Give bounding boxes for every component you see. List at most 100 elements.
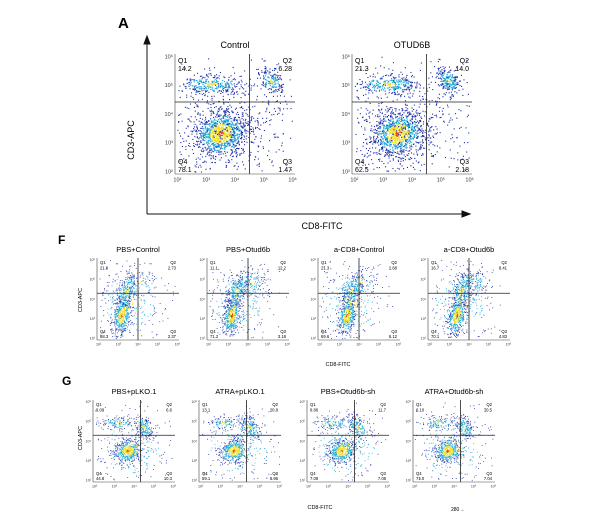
- y-tick-label: 10⁶: [311, 258, 317, 262]
- panel-a-y-axis-label: CD3-APC: [126, 120, 136, 160]
- quadrant-q2-name: Q2: [283, 58, 292, 65]
- y-tick-label: 10⁶: [192, 400, 198, 404]
- x-tick-label: 10³: [218, 485, 224, 489]
- quadrant-q1-value: 16.7: [431, 265, 440, 270]
- quadrant-q1-name: Q1: [210, 260, 216, 265]
- plot-title: ATRA+Otud6b-sh: [425, 387, 484, 396]
- x-tick-label: 10⁶: [171, 485, 177, 489]
- plot-title: ATRA+pLKO.1: [215, 387, 264, 396]
- x-tick-label: 10³: [432, 485, 438, 489]
- x-tick-label: 10⁶: [385, 485, 391, 489]
- quadrant-q4-value: 59.1: [202, 476, 211, 481]
- x-tick-label: 10⁴: [345, 485, 351, 489]
- y-tick-label: 10³: [90, 317, 96, 321]
- quadrant-q3-value: 6.12: [389, 334, 398, 339]
- y-tick-label: 10³: [300, 459, 306, 463]
- quadrant-q3-value: 6.96: [270, 476, 279, 481]
- quadrant-q3-name: Q3: [166, 471, 172, 476]
- x-tick-label: 10⁴: [356, 343, 362, 347]
- panel-g-y-axis-label: CD3-APC: [78, 426, 84, 450]
- x-tick-label: 10²: [96, 343, 102, 347]
- quadrant-q1-value: 21.0: [100, 265, 109, 270]
- quadrant-q1-name: Q1: [178, 58, 187, 65]
- quadrant-q3-name: Q3: [391, 329, 397, 334]
- quadrant-q3-name: Q3: [280, 329, 286, 334]
- density-cloud: [354, 56, 470, 172]
- y-tick-label: 10³: [311, 317, 317, 321]
- y-tick-label: 10²: [342, 170, 350, 176]
- quadrant-q1-value: 9.09: [96, 407, 105, 412]
- density-cloud: [99, 260, 176, 339]
- x-tick-label: 10⁴: [131, 485, 137, 489]
- quadrant-q4-value: 71.0: [416, 476, 425, 481]
- quadrant-q1-value: 8.86: [310, 407, 319, 412]
- y-tick-label: 10²: [192, 479, 198, 483]
- quadrant-q2-value: 6.28: [278, 66, 292, 73]
- panel-g-footer-text: 280→: [451, 507, 464, 513]
- quadrant-q2-value: 20.8: [270, 407, 279, 412]
- x-tick-label: 10⁶: [506, 343, 512, 347]
- y-tick-label: 10⁵: [421, 278, 427, 282]
- quadrant-q3-name: Q3: [272, 471, 278, 476]
- quadrant-q1-value: 11.1: [210, 265, 219, 270]
- density-cloud: [311, 402, 387, 481]
- x-tick-label: 10²: [206, 343, 212, 347]
- panel-f-letter: F: [58, 233, 65, 247]
- x-tick-label: 10⁵: [265, 343, 271, 347]
- quadrant-q4-value: 71.2: [210, 334, 219, 339]
- quadrant-q4-name: Q4: [431, 329, 437, 334]
- y-tick-label: 10²: [300, 479, 306, 483]
- x-tick-label: 10³: [202, 178, 210, 184]
- density-cloud: [95, 401, 173, 481]
- plot-title: OTUD6B: [394, 40, 431, 50]
- panel-a-frame: [143, 34, 472, 218]
- density-cloud: [319, 261, 394, 340]
- quadrant-q2-name: Q2: [272, 402, 278, 407]
- x-tick-label: 10⁶: [396, 343, 402, 347]
- quadrant-q3-name: Q3: [380, 471, 386, 476]
- y-tick-label: 10³: [165, 141, 173, 147]
- y-tick-label: 10⁴: [191, 439, 197, 443]
- x-tick-label: 10⁵: [257, 485, 263, 489]
- y-tick-label: 10³: [406, 459, 412, 463]
- y-tick-label: 10⁶: [406, 400, 412, 404]
- x-tick-label: 10²: [92, 485, 98, 489]
- quadrant-q2-name: Q2: [380, 402, 386, 407]
- y-tick-label: 10⁶: [421, 258, 427, 262]
- quadrant-q2-value: 12.2: [278, 265, 287, 270]
- quadrant-q3-value: 7.08: [378, 476, 387, 481]
- y-tick-label: 10³: [192, 459, 198, 463]
- quadrant-q3-name: Q3: [501, 329, 507, 334]
- x-tick-label: 10²: [306, 485, 312, 489]
- quadrant-q1-name: Q1: [431, 260, 437, 265]
- x-tick-label: 10⁵: [260, 177, 268, 184]
- y-tick-label: 10⁴: [310, 297, 316, 301]
- panel-f-y-axis-label: CD3-APC: [78, 288, 84, 312]
- quadrant-q2-value: 14.0: [455, 66, 469, 73]
- quadrant-q4-name: Q4: [310, 471, 316, 476]
- density-cloud: [414, 402, 494, 481]
- quadrant-q2-value: 6.6: [166, 407, 172, 412]
- y-tick-label: 10⁶: [300, 400, 306, 404]
- y-tick-label: 10²: [86, 479, 92, 483]
- y-tick-label: 10²: [421, 337, 427, 341]
- quadrant-q4-name: Q4: [210, 329, 216, 334]
- x-tick-label: 10⁶: [175, 343, 181, 347]
- x-tick-label: 10⁴: [245, 343, 251, 347]
- quadrant-q3-name: Q3: [170, 329, 176, 334]
- x-tick-label: 10⁶: [285, 343, 291, 347]
- quadrant-q2-name: Q2: [391, 260, 397, 265]
- quadrant-q4-value: 70.1: [431, 334, 440, 339]
- y-tick-label: 10⁵: [200, 278, 206, 282]
- x-tick-label: 10²: [427, 343, 433, 347]
- quadrant-q1-name: Q1: [96, 402, 102, 407]
- x-tick-label: 10³: [326, 485, 332, 489]
- quadrant-q2-name: Q2: [486, 402, 492, 407]
- x-tick-label: 10⁵: [471, 485, 477, 489]
- quadrant-q3-value: 7.04: [484, 476, 493, 481]
- y-tick-label: 10⁵: [165, 82, 173, 89]
